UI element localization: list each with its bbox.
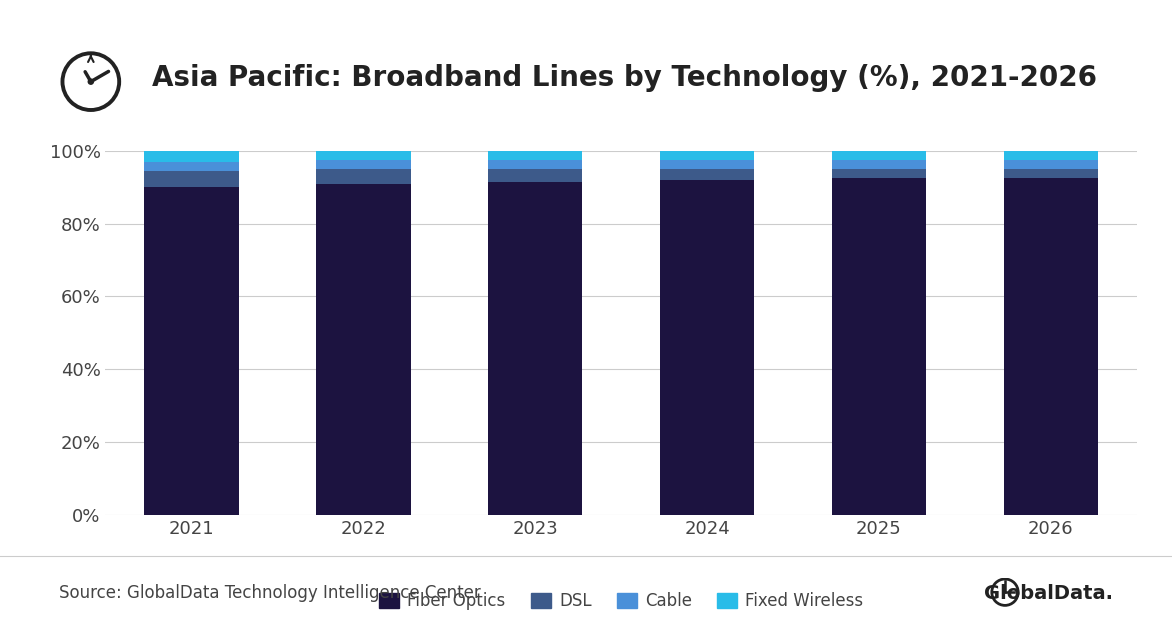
Circle shape [88,79,94,84]
Bar [1003,178,1098,515]
Bar [144,171,239,187]
Bar [1003,151,1098,160]
Bar [316,160,410,169]
Bar [144,161,239,171]
Bar [488,160,582,169]
Bar [316,151,410,160]
Bar [488,169,582,181]
Bar [660,160,755,169]
Bar [488,151,582,160]
Bar [832,151,926,160]
Text: Source: GlobalData Technology Intelligence Center: Source: GlobalData Technology Intelligen… [59,585,481,602]
Bar [316,169,410,183]
Bar [832,178,926,515]
Bar [660,180,755,515]
Bar [488,181,582,515]
Bar [832,160,926,169]
Bar [316,183,410,515]
Bar [660,169,755,180]
Bar [832,169,926,178]
Bar [660,151,755,160]
Text: GlobalData.: GlobalData. [984,584,1113,603]
Legend: Fiber Optics, DSL, Cable, Fixed Wireless: Fiber Optics, DSL, Cable, Fixed Wireless [373,585,870,617]
Bar [1003,169,1098,178]
Bar [144,151,239,161]
Bar [1003,160,1098,169]
Bar [144,187,239,515]
Text: Asia Pacific: Broadband Lines by Technology (%), 2021-2026: Asia Pacific: Broadband Lines by Technol… [152,65,1097,92]
